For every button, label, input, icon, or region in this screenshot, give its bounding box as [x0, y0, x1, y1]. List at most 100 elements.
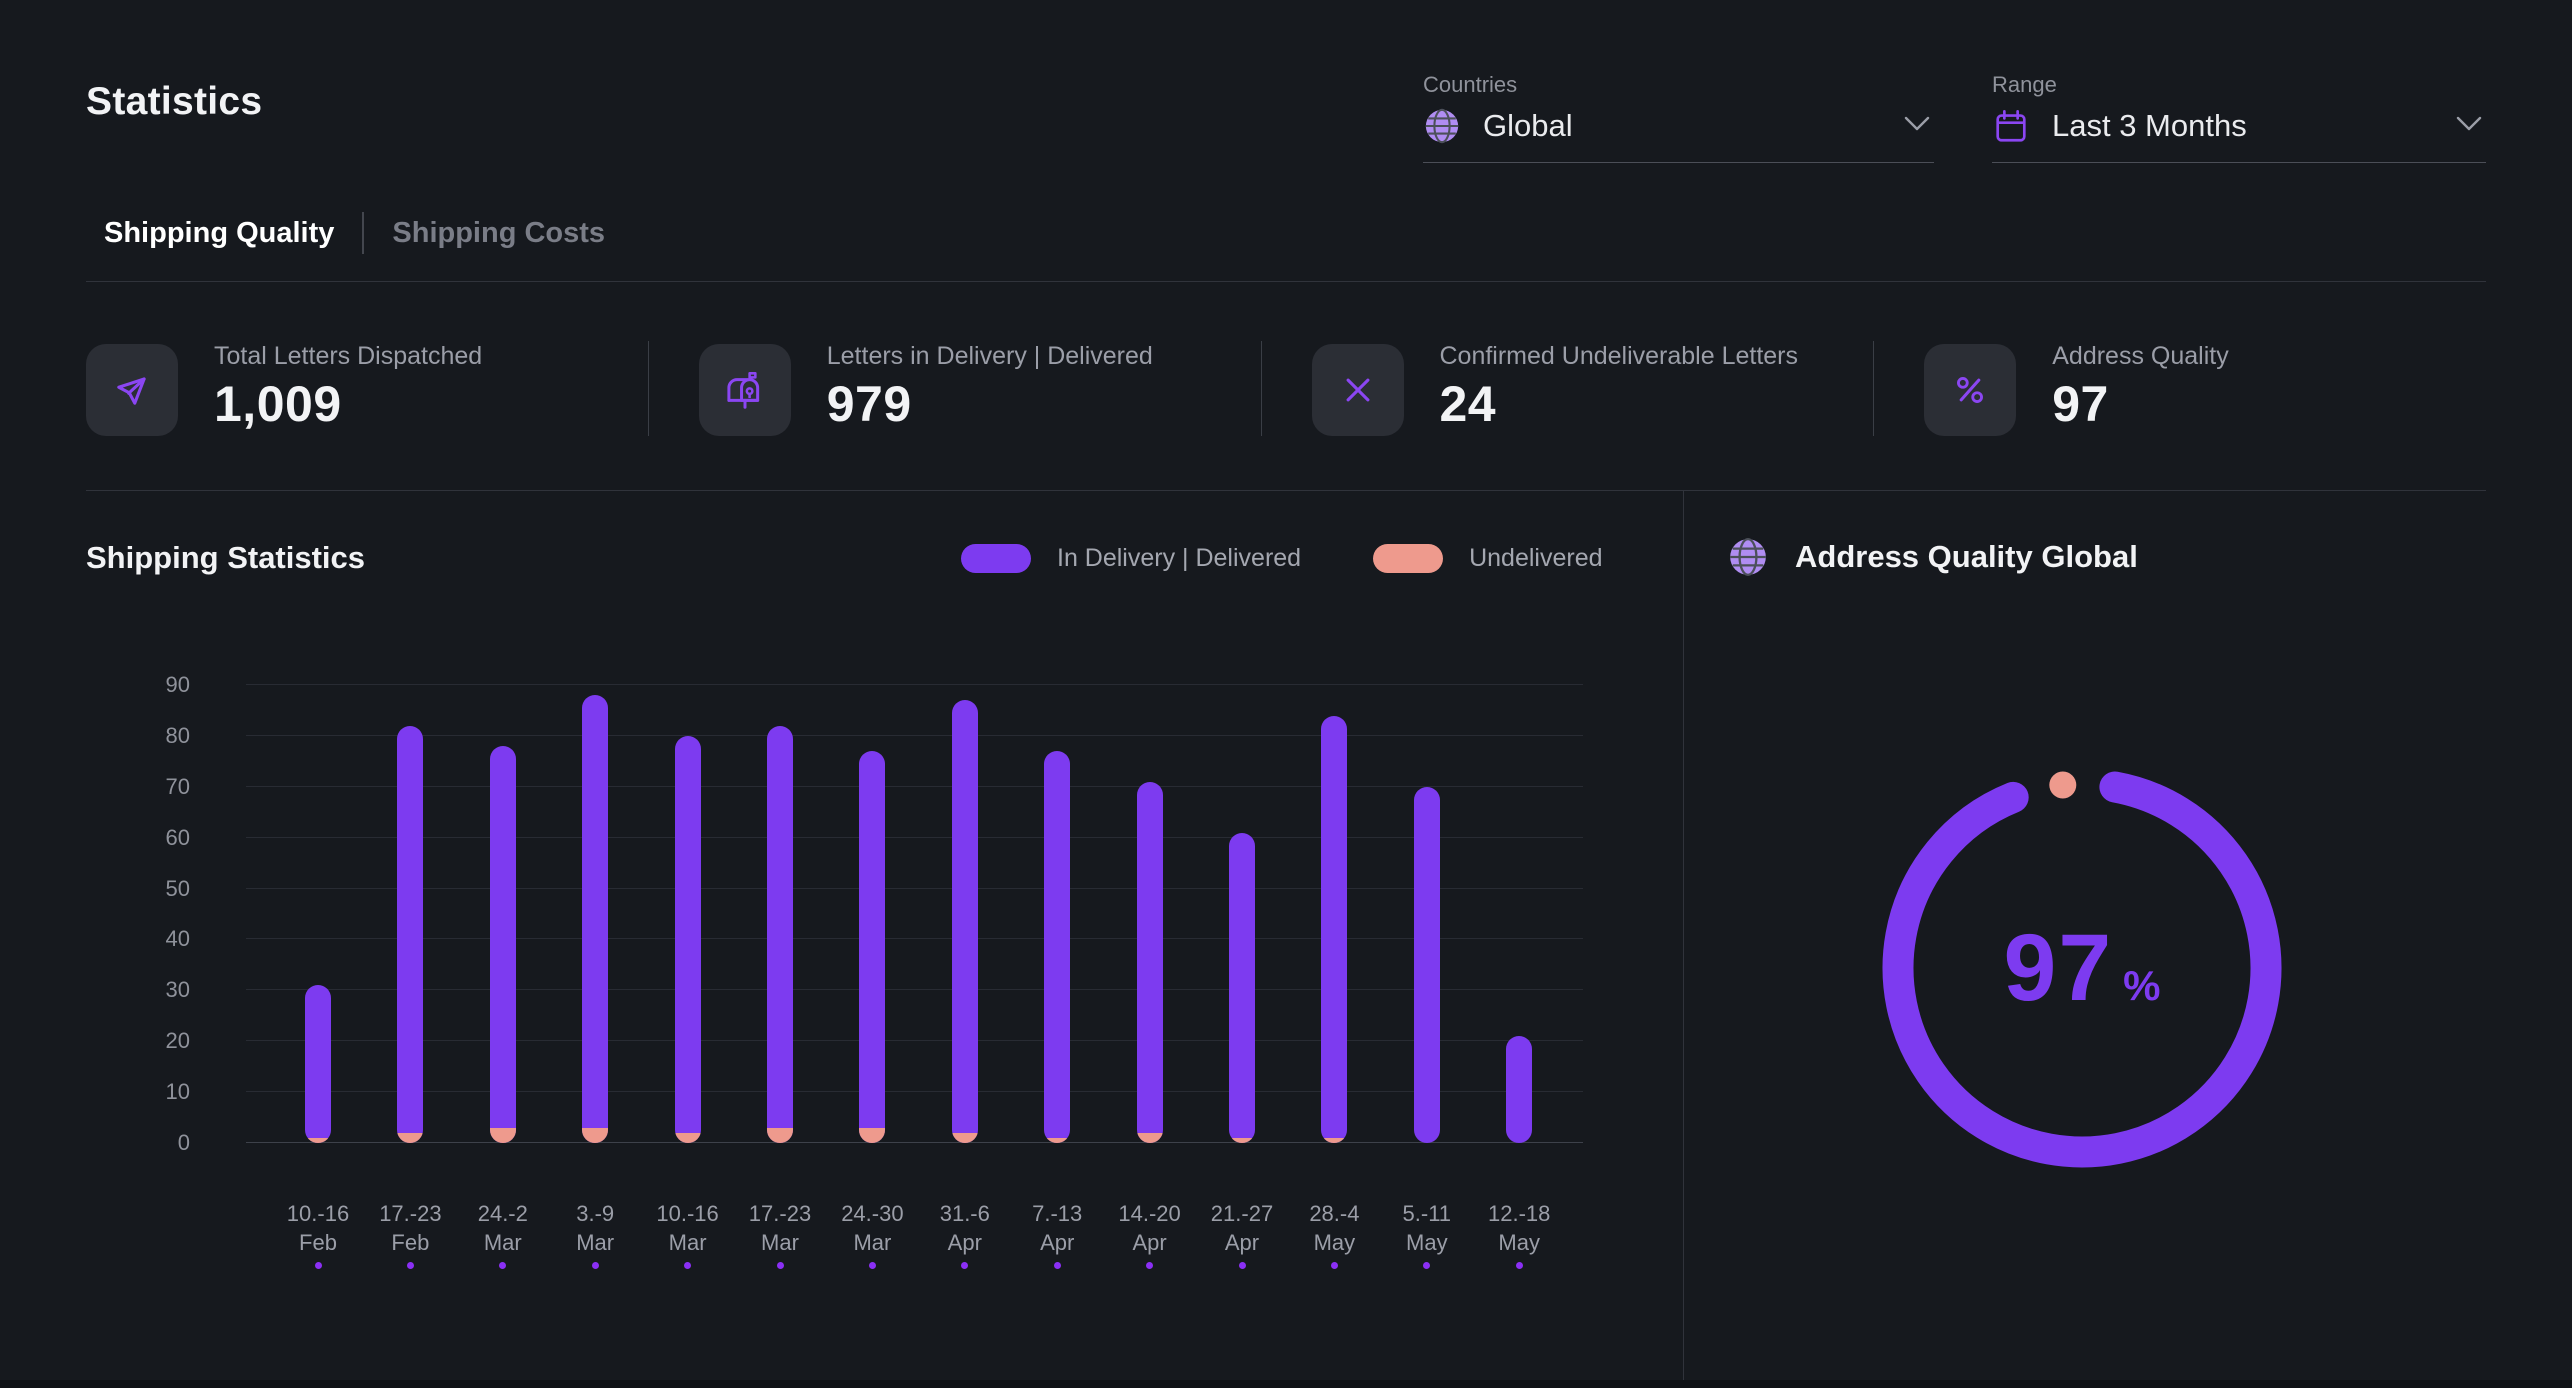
x-axis-dot [1238, 1262, 1246, 1269]
bar [397, 725, 424, 1143]
bar [1506, 1036, 1533, 1143]
chart-legend: In Delivery | Delivered Undelivered [961, 544, 1603, 573]
x-axis-dot [684, 1262, 692, 1269]
bar-undelivered-segment [1136, 1132, 1163, 1143]
chevron-down-icon[interactable] [1904, 116, 1930, 137]
kpi-value: 1,009 [214, 376, 342, 432]
donut-unit: % [2123, 962, 2161, 1009]
kpi-label: Letters in Delivery | Delivered [826, 342, 1153, 370]
y-tick-label: 90 [165, 672, 190, 697]
x-axis-label: 10.-16 Mar [656, 1201, 719, 1255]
x-axis-label: 17.-23 Mar [748, 1201, 812, 1255]
kpi-value: 24 [1439, 376, 1497, 432]
x-axis-label: 24.-30 Mar [841, 1201, 904, 1255]
bar-undelivered-segment [1321, 1137, 1348, 1143]
gridline [246, 1040, 1583, 1042]
x-icon [1311, 344, 1404, 436]
bar-chart: 10.-16 Feb 17.-23 Feb 24.-2 Mar 3.-9 Mar 10.-16 M… [246, 684, 1583, 1269]
bar [767, 725, 793, 1143]
bar-undelivered-segment [1229, 1137, 1255, 1143]
tab-shipping-quality[interactable]: Shipping Quality [104, 216, 335, 249]
bar [859, 751, 886, 1143]
kpi-total-dispatched: Total Letters Dispatched 1,009 [86, 341, 648, 436]
panel-divider [1683, 490, 1684, 1388]
x-axis-dot [1515, 1262, 1523, 1269]
chart-title: Shipping Statistics [86, 540, 366, 575]
donut-remainder-dot [2049, 771, 2077, 799]
address-quality-header: Address Quality Global [1727, 536, 2138, 578]
x-axis-label: 5.-11 May [1402, 1201, 1452, 1255]
globe-icon [1423, 107, 1461, 145]
countries-dropdown[interactable]: Countries Global [1423, 72, 1934, 163]
bar-undelivered-segment [767, 1127, 793, 1143]
bar-undelivered-segment [305, 1137, 331, 1143]
bottom-bar [0, 1380, 2572, 1388]
bar [1413, 786, 1440, 1143]
y-tick-label: 80 [165, 722, 190, 748]
gridline [246, 938, 1583, 940]
y-tick-label: 60 [165, 824, 190, 850]
kpi-row: Total Letters Dispatched 1,009 Letters i… [86, 341, 2486, 436]
x-axis-label: 21.-27 Apr [1210, 1201, 1274, 1255]
range-dropdown[interactable]: Range Last 3 Months [1992, 72, 2486, 163]
bar [674, 735, 701, 1143]
y-tick-label: 10 [165, 1079, 190, 1105]
gridline [246, 989, 1583, 991]
tab-bar: Shipping Quality Shipping Costs [104, 212, 605, 254]
x-axis-dot [314, 1262, 322, 1269]
x-axis-label: 28.-4 May [1309, 1201, 1360, 1255]
bar [489, 746, 516, 1143]
donut-chart: 97 % [1852, 738, 2312, 1198]
donut-arc [1882, 768, 2282, 1168]
bar-undelivered-segment [582, 1127, 609, 1143]
kpi-in-delivery: Letters in Delivery | Delivered 979 [647, 341, 1261, 436]
bar [582, 695, 609, 1143]
y-tick-label: 20 [165, 1028, 190, 1054]
legend-item-delivered[interactable]: In Delivery | Delivered [961, 544, 1301, 573]
countries-label: Countries [1423, 72, 1518, 97]
globe-icon [1727, 536, 1769, 578]
x-axis-label: 10.-16 Feb [286, 1201, 350, 1255]
chevron-down-icon[interactable] [2456, 116, 2482, 137]
x-axis-dot [1423, 1262, 1431, 1269]
x-axis-dot [1330, 1262, 1338, 1269]
gridline [246, 1091, 1583, 1093]
x-axis-dot [1053, 1262, 1061, 1269]
y-tick-label: 30 [165, 977, 190, 1003]
kpi-label: Total Letters Dispatched [214, 342, 483, 370]
legend-swatch-delivered [961, 544, 1031, 573]
address-quality-title: Address Quality Global [1795, 539, 2138, 574]
gridline [246, 734, 1583, 736]
x-axis-label: 17.-23 Feb [379, 1201, 442, 1255]
x-axis-label: 12.-18 May [1487, 1201, 1551, 1255]
bar [305, 985, 331, 1143]
x-axis-label: 7.-13 Apr [1032, 1201, 1083, 1255]
x-axis-dot [776, 1262, 784, 1269]
bar-undelivered-segment [1044, 1137, 1071, 1143]
y-tick-label: 40 [165, 926, 190, 952]
bar-undelivered-segment [674, 1132, 701, 1143]
kpi-value: 97 [2052, 376, 2109, 432]
range-label: Range [1992, 72, 2057, 97]
range-value: Last 3 Months [2052, 108, 2247, 143]
tabs-underline [86, 281, 2486, 282]
calendar-icon [1992, 107, 2030, 145]
x-axis-dot [961, 1262, 969, 1269]
kpi-value: 979 [826, 376, 912, 432]
countries-value: Global [1483, 108, 1573, 143]
y-tick-label: 50 [165, 875, 190, 901]
tab-divider [362, 212, 365, 254]
tab-shipping-costs[interactable]: Shipping Costs [392, 216, 606, 249]
legend-item-undelivered[interactable]: Undelivered [1373, 544, 1603, 573]
legend-swatch-undelivered [1373, 544, 1444, 573]
x-axis-dot [591, 1262, 599, 1269]
kpi-label: Confirmed Undeliverable Letters [1439, 342, 1799, 370]
bar [1229, 832, 1255, 1143]
x-axis-label: 14.-20 Apr [1118, 1201, 1181, 1255]
legend-label-delivered: In Delivery | Delivered [1057, 544, 1302, 572]
mailbox-icon [698, 344, 791, 436]
bar-undelivered-segment [397, 1132, 424, 1143]
x-axis-label: 31.-6 Apr [939, 1201, 990, 1255]
y-axis: 0 10 20 30 40 50 60 70 80 90 [86, 672, 190, 1155]
